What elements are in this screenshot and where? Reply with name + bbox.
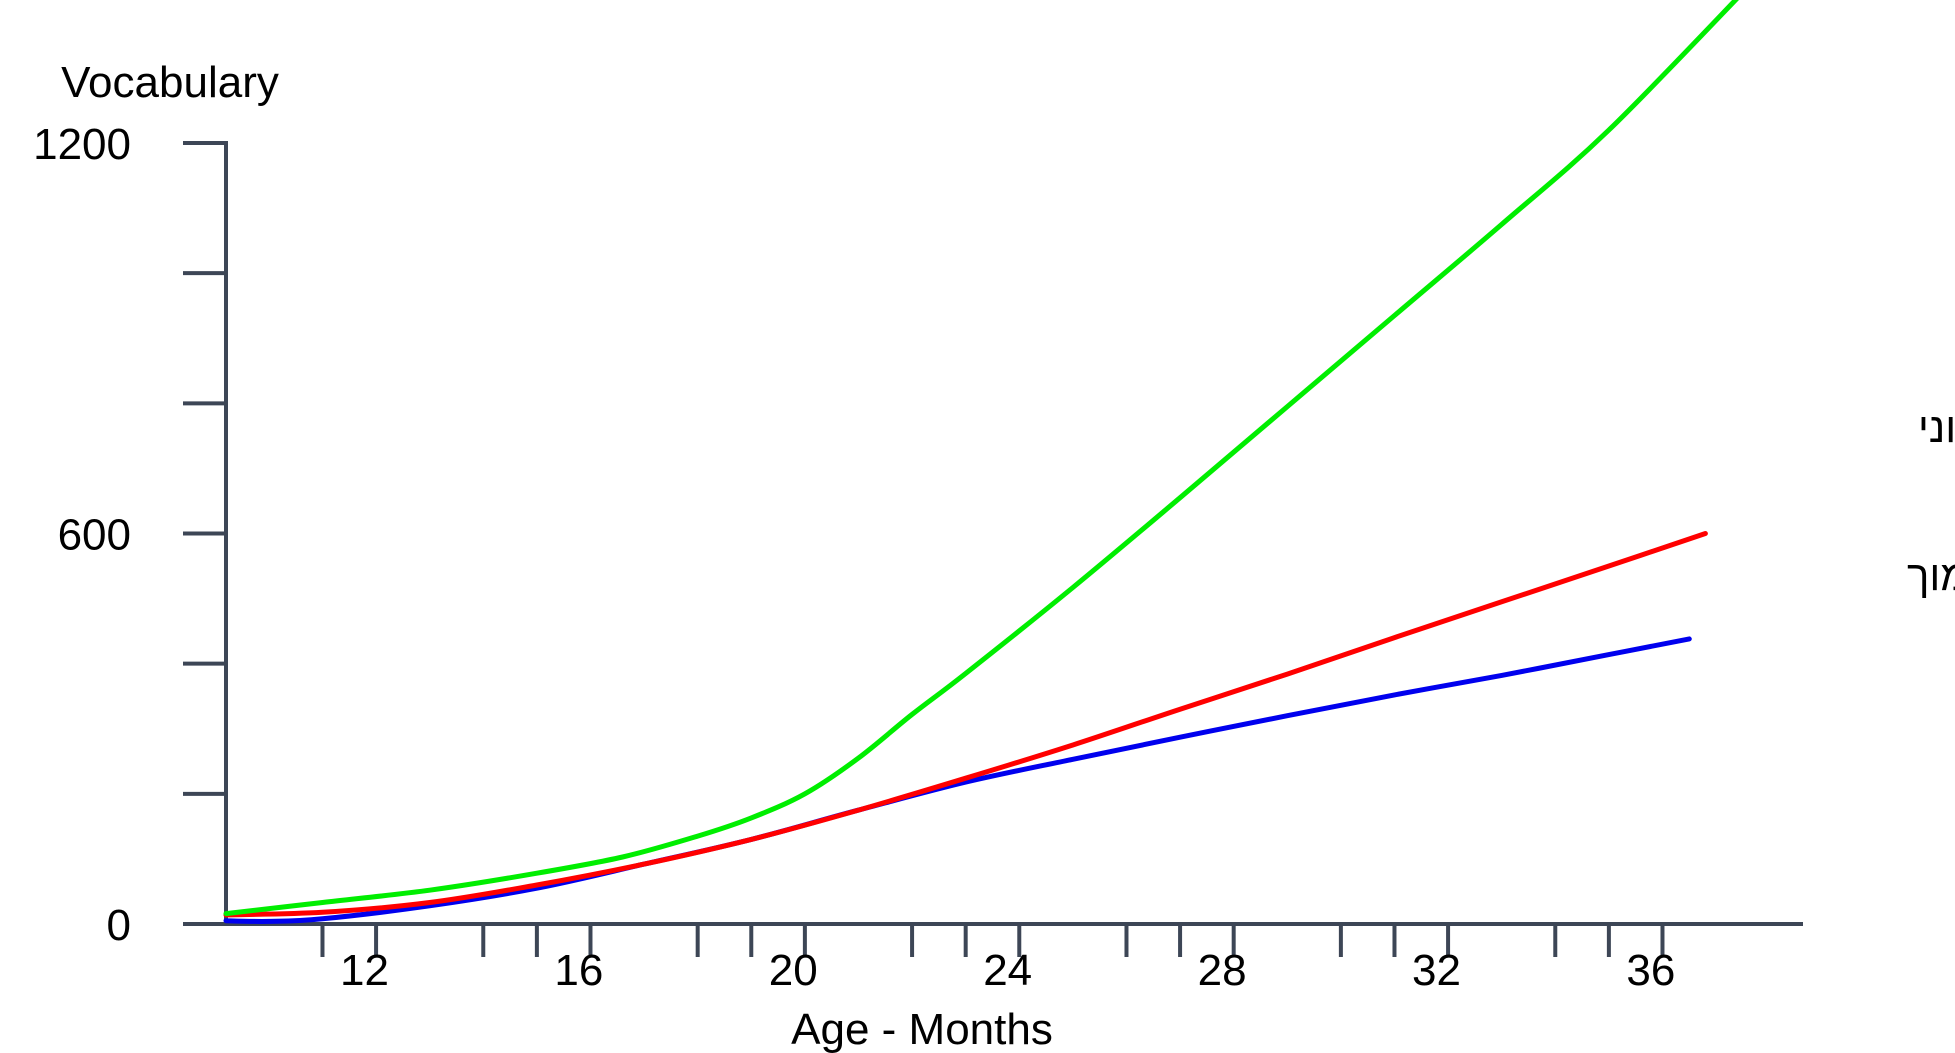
x-axis-label: Age - Months [791, 1005, 1053, 1053]
series-layer [223, 0, 1739, 924]
y-tick-label: 1200 [33, 120, 131, 169]
x-tick-label: 12 [340, 946, 389, 995]
series-line-medium [223, 531, 1708, 918]
y-tick-label: 600 [58, 511, 131, 560]
x-tick-label: 20 [769, 946, 818, 995]
legend-label-low: נמוך [1907, 552, 1955, 599]
x-tick-label: 32 [1412, 946, 1461, 995]
x-tick-label: 28 [1198, 946, 1247, 995]
labels-layer: Vocabulary Age - Months 0 600 1200 12 16 20 24… [33, 4, 1955, 1053]
series-line-high [223, 0, 1739, 917]
y-tick-label: 0 [107, 901, 131, 950]
y-axis-label: Vocabulary [61, 58, 279, 107]
axes [183, 141, 1803, 957]
legend-label-medium: בינוני [1918, 404, 1955, 451]
x-tick-label: 24 [983, 946, 1032, 995]
x-tick-label: 16 [554, 946, 603, 995]
x-tick-label: 36 [1626, 946, 1675, 995]
legend-label-high: גבוה [1953, 4, 1955, 51]
